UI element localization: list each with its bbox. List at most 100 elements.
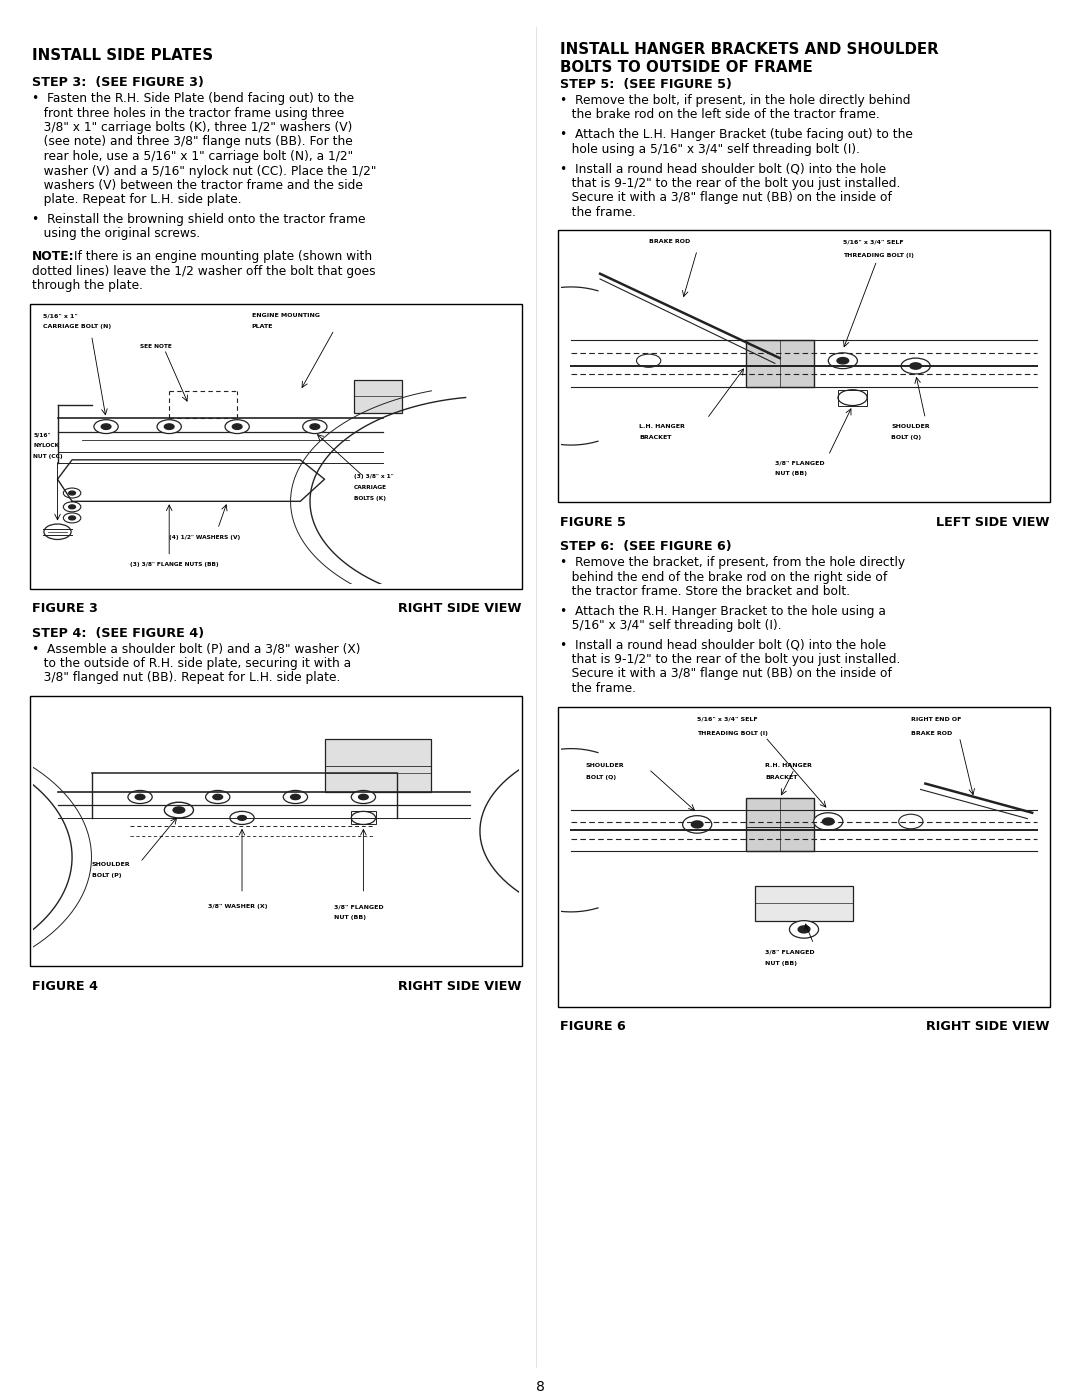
- Text: •  Attach the R.H. Hanger Bracket to the hole using a: • Attach the R.H. Hanger Bracket to the …: [561, 605, 886, 617]
- Circle shape: [232, 423, 242, 429]
- Text: using the original screws.: using the original screws.: [32, 228, 200, 240]
- Circle shape: [283, 791, 308, 803]
- Circle shape: [69, 515, 76, 520]
- Circle shape: [205, 791, 230, 803]
- Text: THREADING BOLT (I): THREADING BOLT (I): [698, 731, 768, 736]
- Text: If there is an engine mounting plate (shown with: If there is an engine mounting plate (sh…: [70, 250, 373, 263]
- Circle shape: [213, 795, 222, 799]
- Text: 5/16" x 3/4" SELF: 5/16" x 3/4" SELF: [842, 239, 904, 244]
- Bar: [325, 739, 431, 792]
- Text: through the plate.: through the plate.: [32, 279, 143, 292]
- Bar: [755, 886, 852, 921]
- Text: •  Assemble a shoulder bolt (P) and a 3/8" washer (X): • Assemble a shoulder bolt (P) and a 3/8…: [32, 643, 361, 655]
- Text: 3/8" FLANGED: 3/8" FLANGED: [335, 904, 383, 909]
- Text: 5/16" x 1": 5/16" x 1": [43, 313, 78, 319]
- Text: Secure it with a 3/8" flange nut (BB) on the inside of: Secure it with a 3/8" flange nut (BB) on…: [561, 668, 892, 680]
- Text: the brake rod on the left side of the tractor frame.: the brake rod on the left side of the tr…: [561, 109, 880, 122]
- Bar: [558, 231, 1050, 502]
- Circle shape: [909, 363, 921, 369]
- Circle shape: [164, 802, 193, 817]
- Text: hole using a 5/16" x 3/4" self threading bolt (I).: hole using a 5/16" x 3/4" self threading…: [561, 142, 860, 155]
- Text: RIGHT SIDE VIEW: RIGHT SIDE VIEW: [399, 602, 522, 616]
- Bar: [745, 798, 813, 851]
- Circle shape: [683, 816, 712, 833]
- Text: BOLT (Q): BOLT (Q): [891, 434, 921, 440]
- Circle shape: [901, 358, 930, 374]
- Text: 5/16" x 3/4" SELF: 5/16" x 3/4" SELF: [698, 717, 758, 721]
- Text: BRACKET: BRACKET: [765, 775, 797, 780]
- Bar: [558, 707, 1050, 1006]
- Circle shape: [823, 819, 834, 826]
- Text: washers (V) between the tractor frame and the side: washers (V) between the tractor frame an…: [32, 179, 363, 191]
- Text: BRACKET: BRACKET: [639, 434, 672, 440]
- Text: PLATE: PLATE: [252, 324, 273, 330]
- Text: 3/8" flanged nut (BB). Repeat for L.H. side plate.: 3/8" flanged nut (BB). Repeat for L.H. s…: [32, 672, 340, 685]
- Text: •  Fasten the R.H. Side Plate (bend facing out) to the: • Fasten the R.H. Side Plate (bend facin…: [32, 92, 354, 105]
- Circle shape: [310, 423, 320, 429]
- Bar: [353, 380, 402, 412]
- Text: 8: 8: [536, 1380, 544, 1394]
- Text: the tractor frame. Store the bracket and bolt.: the tractor frame. Store the bracket and…: [561, 585, 850, 598]
- Text: BOLT (P): BOLT (P): [92, 873, 121, 877]
- Text: 3/8" FLANGED: 3/8" FLANGED: [774, 461, 824, 467]
- Circle shape: [351, 791, 376, 803]
- Bar: [30, 696, 522, 965]
- Bar: [745, 339, 813, 387]
- Text: SHOULDER: SHOULDER: [92, 862, 130, 868]
- Bar: [838, 390, 867, 405]
- Circle shape: [359, 795, 368, 799]
- Circle shape: [828, 353, 858, 369]
- Circle shape: [135, 795, 145, 799]
- Text: BRAKE ROD: BRAKE ROD: [910, 731, 953, 736]
- Text: •  Install a round head shoulder bolt (Q) into the hole: • Install a round head shoulder bolt (Q)…: [561, 162, 886, 175]
- Text: FIGURE 3: FIGURE 3: [32, 602, 98, 616]
- Text: BRAKE ROD: BRAKE ROD: [649, 239, 690, 244]
- Circle shape: [94, 419, 118, 433]
- Text: the frame.: the frame.: [561, 205, 636, 218]
- Text: THREADING BOLT (I): THREADING BOLT (I): [842, 253, 914, 257]
- Text: ENGINE MOUNTING: ENGINE MOUNTING: [252, 313, 320, 319]
- Circle shape: [157, 419, 181, 433]
- Text: BOLTS (K): BOLTS (K): [353, 496, 386, 500]
- Text: CARRIAGE BOLT (N): CARRIAGE BOLT (N): [43, 324, 111, 330]
- Text: NUT (BB): NUT (BB): [765, 961, 797, 967]
- Circle shape: [838, 390, 867, 405]
- Text: NUT (BB): NUT (BB): [774, 471, 807, 476]
- Text: 3/8" WASHER (X): 3/8" WASHER (X): [208, 904, 268, 909]
- Text: •  Reinstall the browning shield onto the tractor frame: • Reinstall the browning shield onto the…: [32, 212, 365, 226]
- Circle shape: [636, 353, 661, 367]
- Circle shape: [44, 524, 71, 539]
- Text: NUT (BB): NUT (BB): [335, 915, 366, 919]
- Text: FIGURE 4: FIGURE 4: [32, 981, 98, 993]
- Circle shape: [64, 513, 81, 522]
- Text: R.H. HANGER: R.H. HANGER: [765, 763, 812, 768]
- Circle shape: [291, 795, 300, 799]
- Circle shape: [798, 926, 810, 933]
- Circle shape: [225, 419, 249, 433]
- Circle shape: [238, 816, 246, 820]
- Text: that is 9-1/2" to the rear of the bolt you just installed.: that is 9-1/2" to the rear of the bolt y…: [561, 652, 901, 666]
- Text: FIGURE 5: FIGURE 5: [561, 515, 626, 529]
- Text: (3) 3/8" FLANGE NUTS (BB): (3) 3/8" FLANGE NUTS (BB): [131, 562, 219, 567]
- Text: to the outside of R.H. side plate, securing it with a: to the outside of R.H. side plate, secur…: [32, 657, 351, 671]
- Text: RIGHT SIDE VIEW: RIGHT SIDE VIEW: [927, 1020, 1050, 1034]
- Text: STEP 3:  (SEE FIGURE 3): STEP 3: (SEE FIGURE 3): [32, 75, 204, 89]
- Text: (4) 1/2" WASHERS (V): (4) 1/2" WASHERS (V): [170, 535, 241, 539]
- Circle shape: [69, 492, 76, 495]
- Text: rear hole, use a 5/16" x 1" carriage bolt (N), a 1/2": rear hole, use a 5/16" x 1" carriage bol…: [32, 149, 353, 163]
- Text: 5/16": 5/16": [33, 432, 51, 437]
- Text: (see note) and three 3/8" flange nuts (BB). For the: (see note) and three 3/8" flange nuts (B…: [32, 136, 353, 148]
- Text: •  Remove the bolt, if present, in the hole directly behind: • Remove the bolt, if present, in the ho…: [561, 94, 910, 108]
- Bar: [351, 812, 376, 824]
- Text: STEP 6:  (SEE FIGURE 6): STEP 6: (SEE FIGURE 6): [561, 541, 731, 553]
- Circle shape: [302, 419, 327, 433]
- Text: •  Attach the L.H. Hanger Bracket (tube facing out) to the: • Attach the L.H. Hanger Bracket (tube f…: [561, 129, 913, 141]
- Circle shape: [351, 812, 376, 824]
- Text: RIGHT SIDE VIEW: RIGHT SIDE VIEW: [399, 981, 522, 993]
- Text: BOLTS TO OUTSIDE OF FRAME: BOLTS TO OUTSIDE OF FRAME: [561, 60, 813, 75]
- Text: FIGURE 6: FIGURE 6: [561, 1020, 625, 1034]
- Text: SEE NOTE: SEE NOTE: [140, 344, 172, 349]
- Text: plate. Repeat for L.H. side plate.: plate. Repeat for L.H. side plate.: [32, 194, 242, 207]
- Text: that is 9-1/2" to the rear of the bolt you just installed.: that is 9-1/2" to the rear of the bolt y…: [561, 176, 901, 190]
- Text: front three holes in the tractor frame using three: front three holes in the tractor frame u…: [32, 106, 345, 120]
